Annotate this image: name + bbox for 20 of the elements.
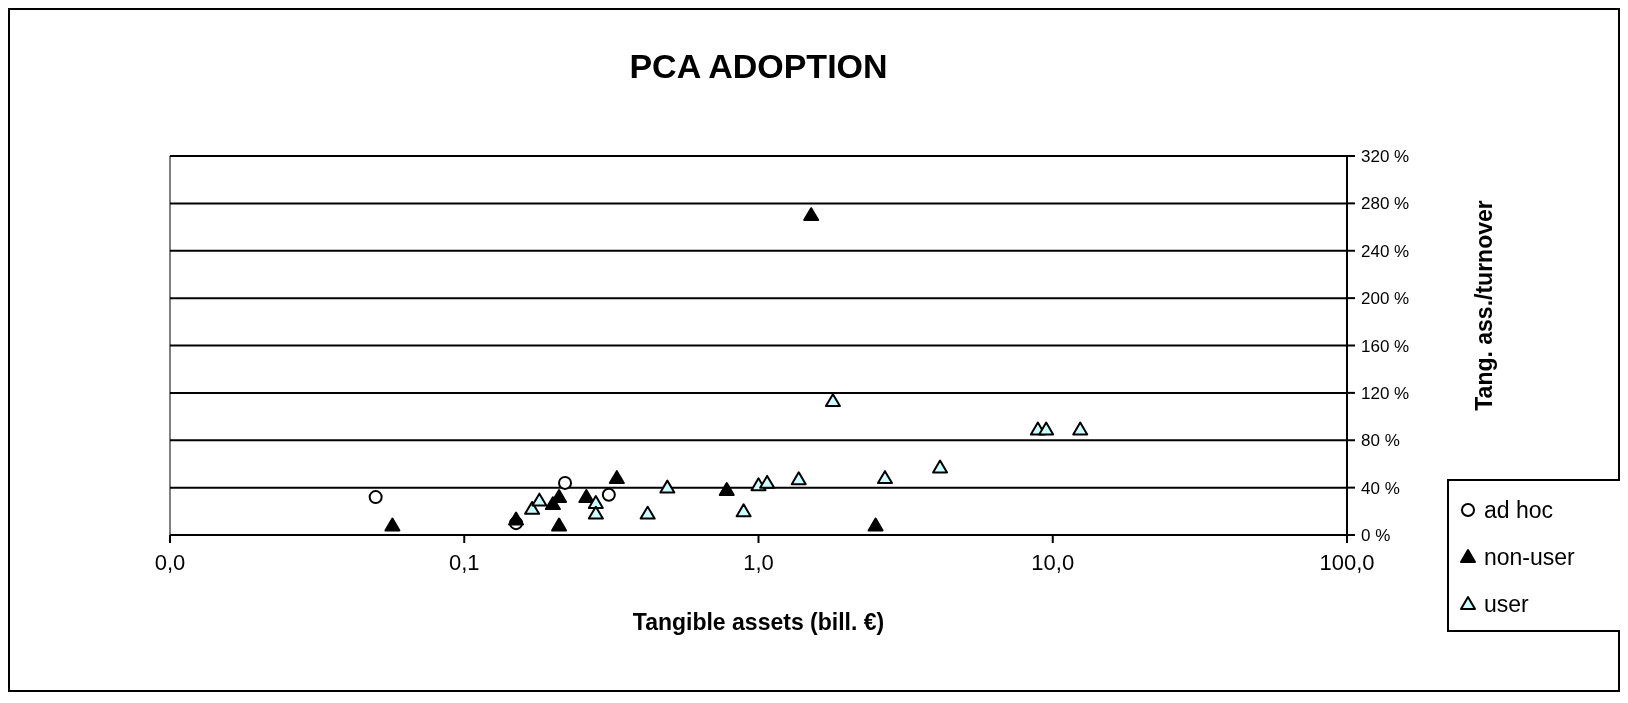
y2-tick-label: 200 % bbox=[1361, 289, 1410, 309]
x-tick-label: 1,0 bbox=[743, 550, 774, 575]
chart-title: PCA ADOPTION bbox=[629, 47, 888, 85]
legend-label: non-user bbox=[1484, 544, 1576, 570]
y2-tick-label: 160 % bbox=[1361, 336, 1410, 356]
y2-tick-label: 240 % bbox=[1361, 241, 1410, 261]
y2-tick-label: 120 % bbox=[1361, 383, 1410, 403]
legend-label: ad hoc bbox=[1484, 497, 1554, 523]
y2-tick-label: 40 % bbox=[1361, 478, 1400, 498]
x-tick-label: 100,0 bbox=[1319, 550, 1375, 575]
y2-tick-label: 280 % bbox=[1361, 194, 1410, 214]
x-axis-title: Tangible assets (bill. €) bbox=[632, 609, 885, 635]
x-tick-label: 10,0 bbox=[1031, 550, 1075, 575]
y2-tick-label: 0 % bbox=[1361, 526, 1391, 545]
legend-label: user bbox=[1484, 591, 1530, 617]
y2-tick-label: 80 % bbox=[1361, 431, 1400, 451]
x-tick-label: 0,0 bbox=[154, 550, 186, 575]
x-tick-label: 0,1 bbox=[448, 550, 480, 575]
y2-tick-label: 320 % bbox=[1361, 147, 1410, 166]
y2-axis-title: Tang. ass./turnover bbox=[1471, 200, 1497, 411]
